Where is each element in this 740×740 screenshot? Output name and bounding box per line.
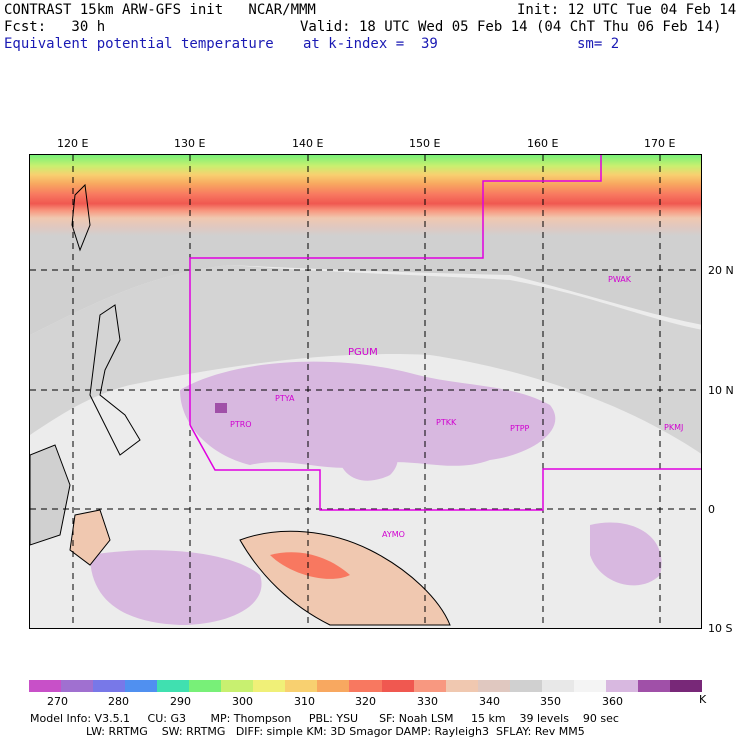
station-aymo: AYMO — [382, 530, 405, 539]
map-panel: PGUM PTYA PTRO PTKK PTPP PKMJ PWAK AYMO — [29, 154, 702, 629]
colorbar-swatch — [93, 680, 126, 692]
lon-label-170e: 170 E — [644, 137, 676, 150]
colorbar-label-340: 340 — [479, 695, 500, 708]
region-boundary — [189, 155, 602, 425]
colorbar-swatch — [605, 680, 639, 692]
colorbar-swatch — [221, 680, 254, 692]
lon-label-160e: 160 E — [527, 137, 559, 150]
station-ptkk: PTKK — [436, 418, 457, 427]
colorbar-label-330: 330 — [417, 695, 438, 708]
colorbar-label-350: 350 — [540, 695, 561, 708]
init-time: Init: 12 UTC Tue 04 Feb 14 — [517, 2, 737, 18]
lat-label-10n: 10 N — [708, 384, 734, 397]
colorbar-swatch — [669, 680, 703, 692]
region-boundary-south — [189, 424, 701, 511]
forecast-hour: Fcst: 30 h — [4, 19, 106, 35]
model-info-line2: LW: RRTMG SW: RRTMG DIFF: simple KM: 3D … — [30, 725, 585, 738]
colorbar-unit: K — [699, 693, 707, 706]
lat-label-0: 0 — [708, 503, 715, 516]
colorbar-swatch — [381, 680, 415, 692]
colorbar-label-310: 310 — [294, 695, 315, 708]
station-pgum: PGUM — [348, 347, 378, 358]
lat-label-10s: 10 S — [708, 622, 733, 635]
colorbar-swatch — [61, 680, 94, 692]
colorbar-swatch — [637, 680, 671, 692]
colorbar-swatch — [29, 680, 62, 692]
graticule — [30, 155, 701, 628]
station-pwak: PWAK — [608, 275, 632, 284]
model-info-line1: Model Info: V3.5.1 CU: G3 MP: Thompson P… — [30, 712, 619, 725]
colorbar-swatch — [253, 680, 286, 692]
station-ptpp: PTPP — [510, 424, 530, 433]
field-name: Equivalent potential temperature — [4, 36, 274, 52]
colorbar-swatch — [541, 680, 575, 692]
colorbar-label-280: 280 — [108, 695, 129, 708]
colorbar-label-270: 270 — [47, 695, 68, 708]
colorbar-swatch — [125, 680, 158, 692]
colorbar-label-300: 300 — [232, 695, 253, 708]
colorbar-swatch — [413, 680, 447, 692]
colorbar-swatch — [285, 680, 318, 692]
lat-label-20n: 20 N — [708, 264, 734, 277]
run-title: CONTRAST 15km ARW-GFS init NCAR/MMM — [4, 2, 316, 18]
level-index: at k-index = 39 — [303, 36, 438, 52]
valid-time: Valid: 18 UTC Wed 05 Feb 14 (04 ChT Thu … — [300, 19, 722, 35]
colorbar-swatch — [573, 680, 607, 692]
colorbar-label-360: 360 — [602, 695, 623, 708]
colorbar-label-320: 320 — [355, 695, 376, 708]
station-ptro: PTRO — [230, 420, 252, 429]
colorbar-swatch — [445, 680, 479, 692]
lon-label-140e: 140 E — [292, 137, 324, 150]
colorbar-swatch — [157, 680, 190, 692]
colorbar-label-290: 290 — [170, 695, 191, 708]
theta-e-field: PGUM PTYA PTRO PTKK PTPP PKMJ PWAK AYMO — [30, 155, 701, 628]
lon-label-150e: 150 E — [409, 137, 441, 150]
station-pkmj: PKMJ — [664, 423, 683, 432]
colorbar-swatch — [477, 680, 511, 692]
colorbar-swatch — [189, 680, 222, 692]
lon-label-120e: 120 E — [57, 137, 89, 150]
colorbar-swatch — [317, 680, 350, 692]
station-ptya: PTYA — [275, 394, 295, 403]
lon-label-130e: 130 E — [174, 137, 206, 150]
smoothing: sm= 2 — [577, 36, 620, 52]
colorbar-swatch — [509, 680, 543, 692]
colorbar-swatch — [349, 680, 383, 692]
